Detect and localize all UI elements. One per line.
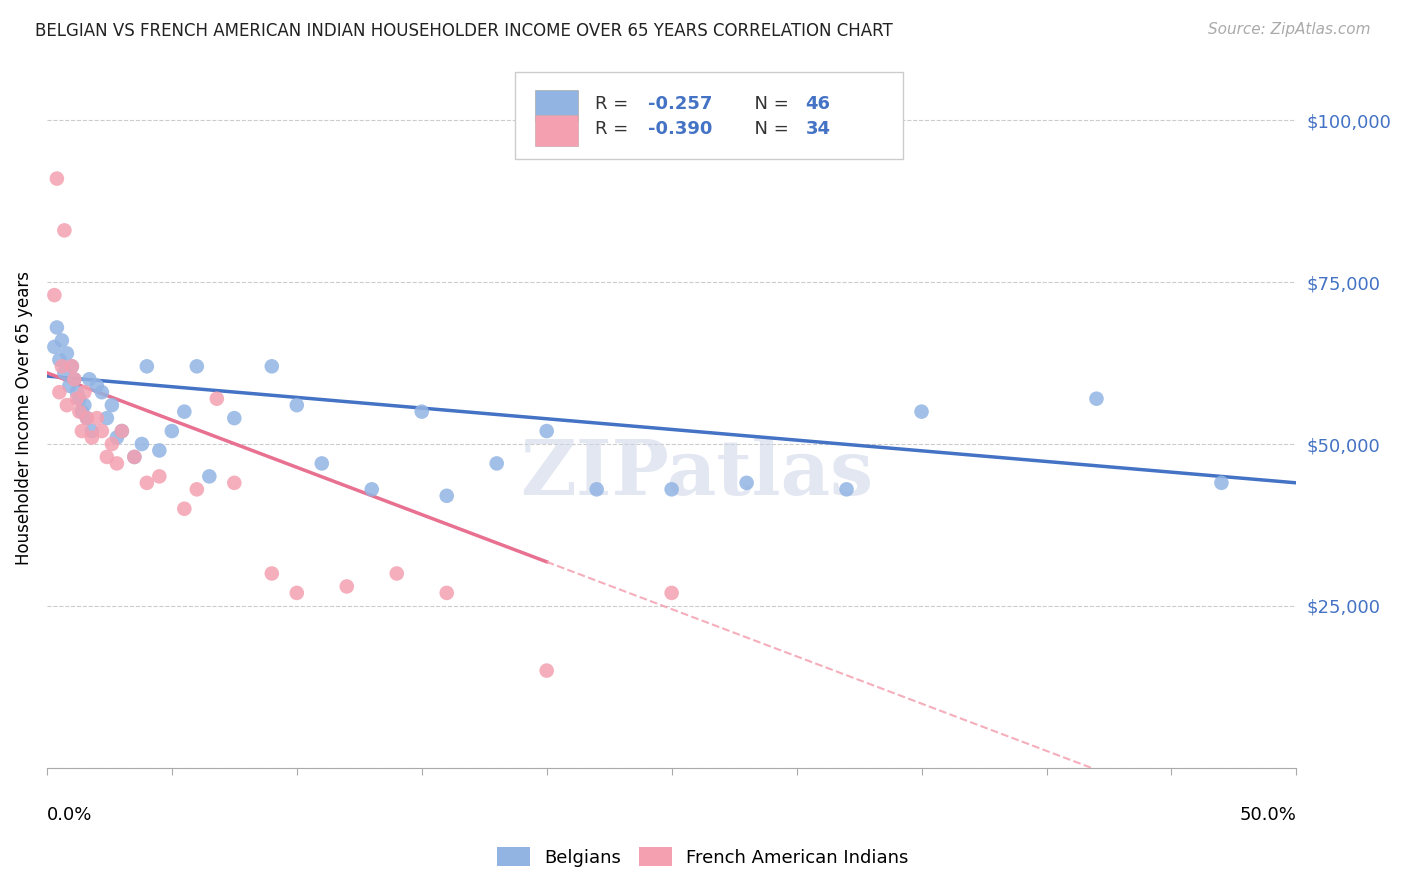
Point bbox=[124, 450, 146, 464]
Point bbox=[485, 457, 508, 471]
Point bbox=[260, 359, 283, 374]
Point bbox=[90, 424, 112, 438]
Text: 46: 46 bbox=[806, 95, 831, 113]
FancyBboxPatch shape bbox=[516, 72, 903, 160]
Text: R =: R = bbox=[595, 120, 634, 138]
Point bbox=[76, 411, 98, 425]
Point bbox=[173, 501, 195, 516]
Point bbox=[105, 431, 128, 445]
Point bbox=[436, 586, 458, 600]
Point bbox=[80, 424, 103, 438]
Text: Source: ZipAtlas.com: Source: ZipAtlas.com bbox=[1208, 22, 1371, 37]
Point bbox=[186, 359, 208, 374]
FancyBboxPatch shape bbox=[536, 90, 578, 121]
Point bbox=[224, 411, 246, 425]
Y-axis label: Householder Income Over 65 years: Householder Income Over 65 years bbox=[15, 271, 32, 566]
Point bbox=[536, 664, 558, 678]
Point bbox=[186, 483, 208, 497]
Point bbox=[73, 398, 96, 412]
Point bbox=[80, 431, 103, 445]
Point bbox=[260, 566, 283, 581]
Point bbox=[111, 424, 134, 438]
Point bbox=[79, 372, 101, 386]
Point bbox=[67, 392, 90, 406]
Point bbox=[160, 424, 183, 438]
Point bbox=[60, 359, 83, 374]
Point bbox=[124, 450, 146, 464]
Point bbox=[60, 359, 83, 374]
Point bbox=[86, 411, 108, 425]
Text: ZIPatlas: ZIPatlas bbox=[520, 437, 873, 511]
Point bbox=[135, 359, 157, 374]
Point bbox=[45, 171, 67, 186]
Text: 34: 34 bbox=[806, 120, 831, 138]
Point bbox=[148, 469, 170, 483]
Point bbox=[66, 392, 89, 406]
Point bbox=[135, 475, 157, 490]
Point bbox=[53, 223, 76, 237]
Point bbox=[51, 359, 73, 374]
Point bbox=[661, 586, 683, 600]
Point bbox=[205, 392, 228, 406]
Point bbox=[76, 411, 98, 425]
Point bbox=[96, 450, 118, 464]
Point bbox=[45, 320, 67, 334]
Point bbox=[285, 586, 308, 600]
Point bbox=[67, 404, 90, 418]
Point bbox=[101, 398, 124, 412]
Text: N =: N = bbox=[742, 120, 794, 138]
Point bbox=[385, 566, 408, 581]
Text: -0.390: -0.390 bbox=[648, 120, 713, 138]
Point bbox=[73, 385, 96, 400]
Text: N =: N = bbox=[742, 95, 794, 113]
Point bbox=[86, 378, 108, 392]
Point bbox=[224, 475, 246, 490]
Point bbox=[111, 424, 134, 438]
Text: R =: R = bbox=[595, 95, 634, 113]
Point bbox=[311, 457, 333, 471]
Point bbox=[148, 443, 170, 458]
Point bbox=[90, 385, 112, 400]
Point bbox=[585, 483, 607, 497]
Point bbox=[63, 372, 86, 386]
Point bbox=[63, 372, 86, 386]
Point bbox=[1085, 392, 1108, 406]
Text: 0.0%: 0.0% bbox=[46, 806, 93, 824]
Point bbox=[56, 398, 79, 412]
Point bbox=[1211, 475, 1233, 490]
Text: -0.257: -0.257 bbox=[648, 95, 713, 113]
Point bbox=[70, 424, 93, 438]
Point bbox=[105, 457, 128, 471]
FancyBboxPatch shape bbox=[536, 115, 578, 146]
Point bbox=[48, 352, 70, 367]
Point bbox=[56, 346, 79, 360]
Point bbox=[198, 469, 221, 483]
Point bbox=[835, 483, 858, 497]
Point bbox=[735, 475, 758, 490]
Point bbox=[910, 404, 932, 418]
Point bbox=[96, 411, 118, 425]
Point bbox=[51, 334, 73, 348]
Point bbox=[411, 404, 433, 418]
Point bbox=[661, 483, 683, 497]
Point bbox=[436, 489, 458, 503]
Point bbox=[53, 366, 76, 380]
Point bbox=[44, 288, 66, 302]
Point bbox=[44, 340, 66, 354]
Point bbox=[101, 437, 124, 451]
Text: BELGIAN VS FRENCH AMERICAN INDIAN HOUSEHOLDER INCOME OVER 65 YEARS CORRELATION C: BELGIAN VS FRENCH AMERICAN INDIAN HOUSEH… bbox=[35, 22, 893, 40]
Point bbox=[48, 385, 70, 400]
Point bbox=[285, 398, 308, 412]
Point bbox=[536, 424, 558, 438]
Point bbox=[360, 483, 382, 497]
Point bbox=[131, 437, 153, 451]
Point bbox=[70, 404, 93, 418]
Legend: Belgians, French American Indians: Belgians, French American Indians bbox=[491, 840, 915, 874]
Point bbox=[66, 385, 89, 400]
Point bbox=[173, 404, 195, 418]
Text: 50.0%: 50.0% bbox=[1240, 806, 1296, 824]
Point bbox=[58, 378, 80, 392]
Point bbox=[336, 579, 359, 593]
